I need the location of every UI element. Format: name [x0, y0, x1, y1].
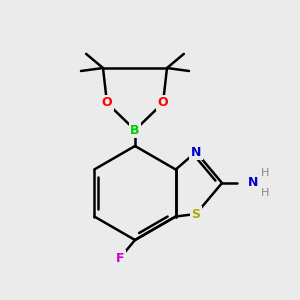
Text: H: H — [261, 188, 269, 198]
Text: B: B — [130, 124, 140, 136]
Text: O: O — [158, 97, 168, 110]
Text: F: F — [116, 251, 124, 265]
Text: N: N — [191, 146, 201, 158]
Text: N: N — [248, 176, 258, 190]
Text: O: O — [102, 97, 112, 110]
Text: H: H — [261, 168, 269, 178]
Text: S: S — [191, 208, 200, 220]
